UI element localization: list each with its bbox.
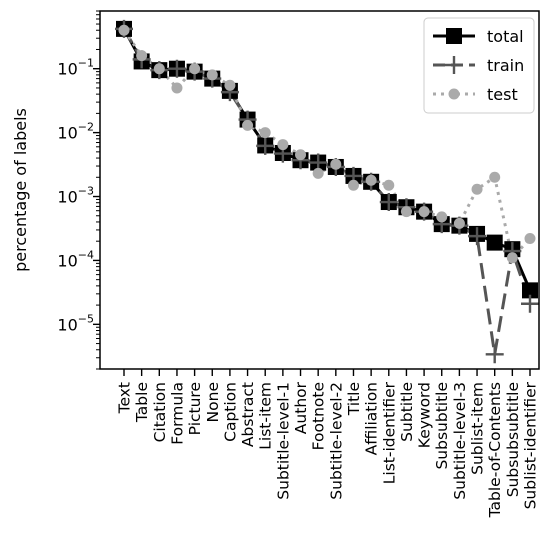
legend-label-test: test	[487, 85, 518, 104]
legend: total train test	[423, 17, 535, 114]
point-train-Sublist-item	[468, 227, 487, 246]
point-test-Keyword	[418, 206, 430, 218]
x-tick-label: Caption	[221, 382, 239, 442]
y-tick-base: 10	[57, 60, 77, 79]
legend-label-train: train	[487, 56, 524, 75]
point-test-None	[206, 69, 218, 81]
point-test-Formula	[171, 82, 183, 94]
y-tick-base: 10	[57, 188, 77, 207]
point-test-Table	[136, 50, 148, 62]
point-train-List-item	[256, 136, 275, 155]
legend-marker-train	[445, 56, 463, 74]
y-tick-exponent: −5	[78, 312, 94, 325]
point-test-Sublist-item	[471, 183, 483, 195]
y-tick-label: 10−4	[57, 248, 94, 270]
point-test-Author	[295, 149, 307, 161]
x-tick-label: Subtitle	[398, 382, 416, 442]
x-tick-label: Table	[133, 382, 151, 423]
x-tick-label: Subtitle-level-1	[274, 382, 292, 500]
y-tick-label: 10−1	[57, 57, 94, 79]
y-tick-label: 10−2	[57, 121, 94, 143]
point-test-Subtitle	[400, 206, 412, 218]
point-test-Sublist-identifier	[524, 233, 536, 245]
x-tick-label: None	[204, 382, 222, 422]
x-tick-label: Sublist-identifier	[522, 381, 540, 509]
point-test-List-item	[259, 127, 271, 139]
y-tick-exponent: −1	[78, 57, 94, 70]
point-test-List-identifier	[383, 179, 395, 191]
legend-marker-test	[448, 88, 460, 100]
x-tick-label: Text	[116, 382, 134, 414]
x-tick-label: Sublist-item	[469, 382, 487, 475]
point-test-Table-of-Contents	[489, 171, 501, 183]
y-tick-label: 10−3	[57, 185, 94, 207]
y-tick-label: 10−5	[57, 312, 94, 334]
y-tick-base: 10	[57, 315, 77, 334]
x-tick-label: Title	[345, 382, 363, 416]
point-train-Sublist-identifier	[521, 294, 539, 313]
y-axis-label: percentage of labels	[11, 108, 30, 272]
y-tick-exponent: −2	[78, 121, 94, 134]
point-total-Table-of-Contents	[486, 234, 503, 251]
point-test-Subtitle-level-1	[277, 139, 289, 151]
plot-frame	[99, 10, 540, 370]
x-tick-label: Abstract	[239, 382, 257, 447]
x-tick-label: Citation	[151, 382, 169, 442]
x-tick-label: Subsubtitle	[433, 382, 451, 470]
point-test-Title	[347, 179, 359, 191]
y-tick-exponent: −3	[78, 185, 94, 198]
y-tick-base: 10	[57, 124, 77, 143]
x-tick-label: Subsubsubtitle	[504, 382, 522, 497]
x-tick-label: Footnote	[310, 382, 328, 450]
point-test-Footnote	[312, 167, 324, 179]
point-test-Subsubsubtitle	[506, 252, 518, 264]
point-test-Picture	[189, 63, 201, 75]
x-tick-label: Picture	[186, 382, 204, 435]
point-test-Affiliation	[365, 174, 377, 186]
x-tick-label: Formula	[168, 382, 186, 445]
x-tick-label: Subtitle-level-3	[451, 382, 469, 500]
y-tick-base: 10	[57, 251, 77, 270]
legend-marker-total	[446, 28, 462, 44]
x-tick-label: Table-of-Contents	[486, 382, 504, 518]
point-test-Subtitle-level-2	[330, 158, 342, 170]
point-test-Abstract	[242, 119, 254, 131]
legend-label-total: total	[487, 27, 524, 46]
point-test-Subtitle-level-3	[453, 217, 465, 229]
x-tick-label: List-identifier	[380, 381, 398, 484]
x-tick-label: Subtitle-level-2	[327, 382, 345, 500]
x-tick-label: Affiliation	[363, 382, 381, 455]
point-test-Subsubtitle	[436, 211, 448, 223]
point-train-Table-of-Contents	[485, 345, 504, 364]
point-train-Formula	[167, 59, 186, 78]
x-tick-label: Keyword	[416, 382, 434, 448]
point-test-Citation	[153, 63, 165, 75]
point-test-Caption	[224, 79, 236, 91]
point-total-Sublist-identifier	[522, 282, 538, 299]
x-tick-label: List-item	[257, 382, 275, 450]
point-train-List-identifier	[379, 193, 398, 212]
x-tick-label: Author	[292, 381, 310, 434]
y-tick-exponent: −4	[78, 248, 94, 261]
point-test-Text	[118, 24, 130, 36]
